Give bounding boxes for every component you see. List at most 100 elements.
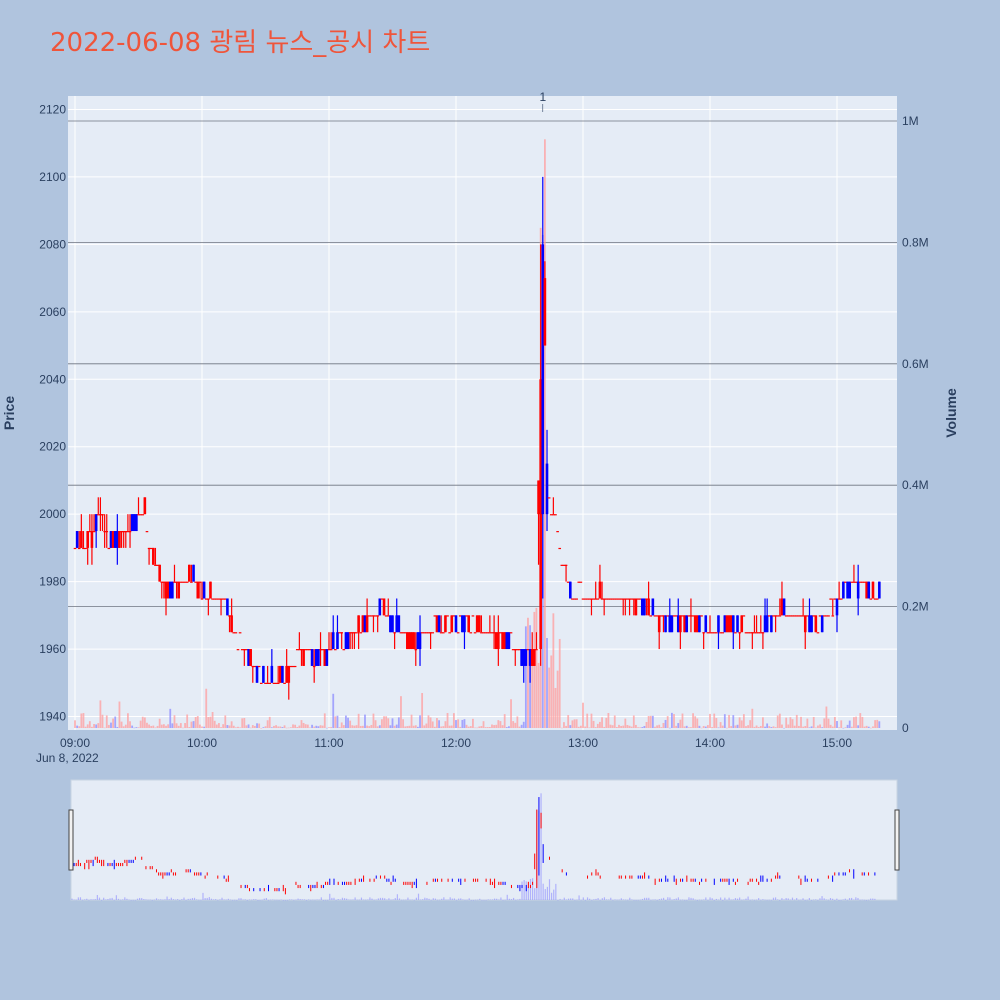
range-slider-volume-bar bbox=[316, 899, 318, 900]
volume-bar bbox=[431, 721, 434, 728]
range-slider-volume-bar bbox=[561, 899, 563, 901]
volume-bar bbox=[232, 725, 235, 728]
time-tick-label: 09:00 bbox=[60, 736, 90, 750]
volume-bar bbox=[467, 726, 470, 728]
candle-body bbox=[823, 615, 826, 617]
volume-bar bbox=[751, 708, 754, 728]
volume-bar bbox=[575, 719, 578, 728]
range-slider-volume-bar bbox=[280, 899, 282, 901]
plot-area[interactable] bbox=[68, 96, 897, 730]
volume-bar bbox=[201, 726, 203, 728]
candle-body bbox=[751, 632, 754, 634]
candle-body bbox=[188, 564, 191, 582]
candle-body bbox=[422, 632, 426, 634]
volume-bar bbox=[368, 726, 371, 728]
volume-bar bbox=[156, 725, 159, 728]
candle-body bbox=[865, 581, 868, 599]
volume-bar bbox=[690, 727, 692, 728]
volume-bar bbox=[791, 719, 794, 728]
candle-body bbox=[306, 649, 310, 651]
range-slider-volume-bar bbox=[98, 897, 101, 900]
volume-bar bbox=[802, 726, 805, 728]
candle-body bbox=[744, 632, 748, 634]
volume-bar bbox=[262, 727, 265, 728]
range-slider-volume-bar bbox=[853, 899, 855, 901]
candle-body bbox=[526, 649, 530, 651]
volume-bar bbox=[736, 724, 739, 728]
range-slider-volume-bar bbox=[730, 899, 732, 901]
range-slider-volume-bar bbox=[413, 899, 415, 901]
volume-bar bbox=[546, 638, 548, 728]
range-slider-right-handle[interactable] bbox=[894, 809, 900, 871]
range-slider-left-handle[interactable] bbox=[68, 809, 74, 871]
range-slider-volume-bar bbox=[863, 899, 865, 901]
volume-bar bbox=[798, 725, 800, 728]
volume-bar bbox=[624, 718, 627, 728]
range-slider-volume-bar bbox=[204, 898, 206, 900]
range-slider-volume-bar bbox=[722, 899, 724, 901]
candle-body bbox=[676, 615, 680, 633]
volume-bar bbox=[522, 721, 525, 728]
range-slider-volume-bar bbox=[859, 899, 861, 901]
volume-bar bbox=[685, 725, 688, 728]
candle-body bbox=[753, 632, 756, 634]
range-slider[interactable] bbox=[70, 779, 898, 901]
candle-body bbox=[183, 581, 187, 583]
volume-bar bbox=[243, 718, 246, 728]
range-slider-volume-bar bbox=[221, 897, 223, 900]
volume-bar bbox=[171, 723, 174, 728]
volume-bar bbox=[618, 724, 620, 728]
volume-bar bbox=[590, 713, 593, 728]
volume-bar bbox=[120, 721, 123, 728]
candle-body bbox=[797, 615, 801, 617]
range-slider-volume-bar bbox=[244, 899, 246, 900]
candle-body bbox=[357, 615, 360, 633]
candle-body bbox=[287, 665, 291, 683]
volume-bar bbox=[855, 716, 857, 728]
range-slider-volume-bar bbox=[124, 897, 126, 900]
volume-bar bbox=[110, 722, 112, 728]
candle-body bbox=[852, 581, 856, 583]
range-slider-volume-bar bbox=[193, 897, 196, 900]
candle-body bbox=[135, 514, 138, 532]
range-slider-volume-bar bbox=[388, 898, 390, 900]
volume-bar bbox=[768, 726, 771, 728]
candle-body bbox=[549, 514, 553, 516]
volume-bar bbox=[285, 727, 288, 729]
volume-bar bbox=[116, 727, 119, 728]
volume-bar bbox=[706, 725, 709, 728]
volume-bar bbox=[474, 727, 476, 729]
range-slider-volume-bar bbox=[534, 888, 536, 900]
range-slider-volume-bar bbox=[829, 897, 832, 900]
range-slider-volume-bar bbox=[409, 899, 411, 901]
candle-body bbox=[185, 581, 189, 583]
volume-bar bbox=[478, 726, 481, 728]
range-slider-volume-bar bbox=[802, 898, 804, 900]
volume-bar bbox=[376, 726, 379, 728]
range-slider-volume-bar bbox=[819, 898, 821, 900]
range-slider-volume-bar bbox=[119, 899, 122, 901]
candle-body bbox=[878, 581, 881, 599]
volume-bar bbox=[245, 725, 248, 728]
candle-body bbox=[791, 615, 794, 617]
candle-body bbox=[683, 615, 686, 633]
candle-body bbox=[685, 615, 689, 633]
range-slider-volume-bar bbox=[846, 899, 849, 901]
range-slider-volume-bar bbox=[791, 897, 794, 900]
range-slider-volume-bar bbox=[439, 899, 441, 901]
volume-bar bbox=[383, 716, 385, 728]
range-slider-volume-bar bbox=[289, 899, 291, 900]
range-slider-volume-bar bbox=[443, 897, 445, 900]
range-slider-volume-bar bbox=[749, 899, 751, 901]
range-slider-volume-bar bbox=[276, 899, 278, 901]
range-slider-volume-bar bbox=[563, 897, 565, 900]
volume-bar bbox=[395, 724, 398, 728]
candle-body bbox=[740, 615, 744, 633]
candle-body bbox=[687, 615, 691, 617]
candle-body bbox=[236, 649, 240, 651]
range-slider-volume-bar bbox=[434, 898, 437, 900]
range-slider-volume-bar bbox=[627, 899, 629, 901]
candle-body bbox=[738, 632, 741, 634]
volume-bar bbox=[783, 727, 785, 729]
range-slider-volume-bar bbox=[447, 899, 449, 901]
